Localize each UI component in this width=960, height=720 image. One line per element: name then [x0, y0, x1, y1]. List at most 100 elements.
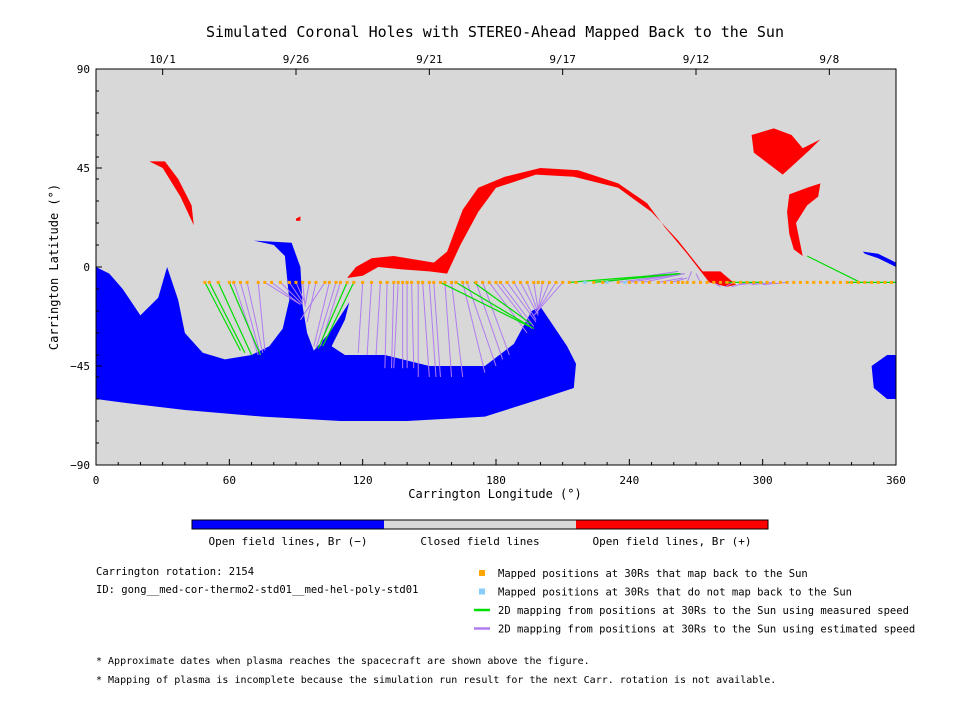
measured-speed-line	[440, 281, 530, 327]
date-tick-label: 9/26	[283, 53, 310, 66]
estimated-speed-line	[375, 282, 381, 356]
y-tick-label: −45	[70, 360, 90, 373]
estimated-speed-line	[288, 282, 304, 303]
mapped-position	[465, 280, 469, 284]
colorbar-label: Open field lines, Br (−)	[209, 535, 368, 548]
mapped-position	[401, 280, 405, 284]
coronal-hole-positive	[751, 128, 821, 175]
mapped-position	[487, 280, 491, 284]
mapped-position	[505, 280, 509, 284]
mapped-position	[438, 280, 442, 284]
estimated-speed-line	[393, 282, 399, 369]
mapped-position	[370, 280, 374, 284]
colorbar-label: Open field lines, Br (+)	[593, 535, 752, 548]
estimated-speed-line	[686, 271, 693, 283]
chart-title: Simulated Coronal Holes with STEREO-Ahea…	[206, 23, 784, 41]
y-tick-label: 90	[77, 63, 90, 76]
estimated-speed-line	[428, 282, 437, 378]
estimated-speed-line	[246, 282, 264, 353]
estimated-speed-line	[731, 281, 748, 288]
run-id: ID: gong__med-cor-thermo2-std01__med-hel…	[96, 584, 419, 596]
mapped-position	[838, 280, 842, 284]
mapped-position	[698, 280, 702, 284]
legend-label: 2D mapping from positions at 30Rs to the…	[498, 624, 915, 636]
mapped-position	[825, 280, 829, 284]
mapped-position	[421, 280, 425, 284]
mapped-position	[863, 280, 867, 284]
mapped-position	[378, 280, 382, 284]
mapped-position	[294, 280, 298, 284]
estimated-speed-line	[451, 282, 464, 378]
mapped-position	[725, 280, 729, 284]
colorbar-segment	[192, 520, 384, 529]
coronal-hole-positive	[149, 161, 194, 226]
mapped-position	[656, 280, 660, 284]
mapped-position	[876, 280, 880, 284]
legend-label: Mapped positions at 30Rs that map back t…	[498, 568, 808, 580]
mapped-position	[203, 280, 207, 284]
estimated-speed-line	[366, 282, 373, 356]
mapped-position	[345, 280, 349, 284]
legend: Mapped positions at 30Rs that map back t…	[474, 568, 915, 636]
mapped-position	[443, 280, 447, 284]
estimated-speed-line	[302, 282, 306, 305]
measured-speed-line	[204, 282, 241, 351]
mapped-position	[567, 280, 571, 284]
mapped-position	[432, 280, 436, 284]
estimated-speed-line	[495, 282, 532, 329]
mapped-position	[474, 280, 478, 284]
mapped-position	[232, 280, 236, 284]
mapped-position	[461, 280, 465, 284]
estimated-speed-line	[526, 282, 539, 314]
mapped-position	[641, 280, 645, 284]
legend-label: 2D mapping from positions at 30Rs to the…	[498, 605, 909, 617]
colorbar-frame	[191, 519, 769, 530]
x-tick-label: 300	[753, 474, 773, 487]
estimated-speed-line	[357, 282, 364, 353]
footnote-dates: * Approximate dates when plasma reaches …	[96, 656, 590, 667]
mapped-position	[301, 280, 305, 284]
mapped-position	[798, 280, 802, 284]
estimated-speed-line	[537, 282, 550, 309]
x-tick-label: 120	[353, 474, 373, 487]
mapped-position	[647, 280, 651, 284]
mapped-position	[518, 280, 522, 284]
coronal-hole-negative	[862, 251, 896, 267]
mapped-position	[481, 280, 485, 284]
mapped-position	[396, 280, 400, 284]
mapped-position	[416, 280, 420, 284]
estimated-speed-line	[257, 282, 266, 351]
mapped-position	[663, 280, 667, 284]
mapped-position	[385, 280, 389, 284]
mapped-position	[410, 280, 414, 284]
mapped-position	[712, 280, 716, 284]
x-tick-label: 0	[93, 474, 100, 487]
mapped-position	[738, 280, 742, 284]
mapped-position	[525, 280, 529, 284]
mapped-position	[547, 280, 551, 284]
mapped-position	[601, 280, 605, 284]
measured-speed-line	[473, 281, 532, 325]
mapped-position	[616, 280, 620, 284]
y-axis-label: Carrington Latitude (°)	[47, 184, 61, 350]
mapped-position	[405, 280, 409, 284]
legend-label: Mapped positions at 30Rs that do not map…	[498, 587, 852, 599]
mapped-position	[670, 280, 674, 284]
measured-speed-line	[317, 282, 348, 349]
estimated-speed-line	[271, 282, 301, 305]
mapped-position	[705, 280, 709, 284]
mapped-position	[216, 280, 220, 284]
estimated-speed-line	[500, 282, 535, 327]
estimated-speed-line	[533, 282, 539, 312]
mapped-position	[883, 280, 887, 284]
mapped-position	[554, 280, 558, 284]
x-tick-label: 240	[619, 474, 639, 487]
mapped-position	[334, 280, 338, 284]
unmapped-position	[583, 280, 587, 284]
mapped-position	[270, 280, 274, 284]
measured-speed-line	[208, 282, 246, 354]
mapped-position	[890, 280, 894, 284]
mapped-position	[323, 280, 327, 284]
mapped-position	[454, 280, 458, 284]
mapped-position	[870, 280, 874, 284]
